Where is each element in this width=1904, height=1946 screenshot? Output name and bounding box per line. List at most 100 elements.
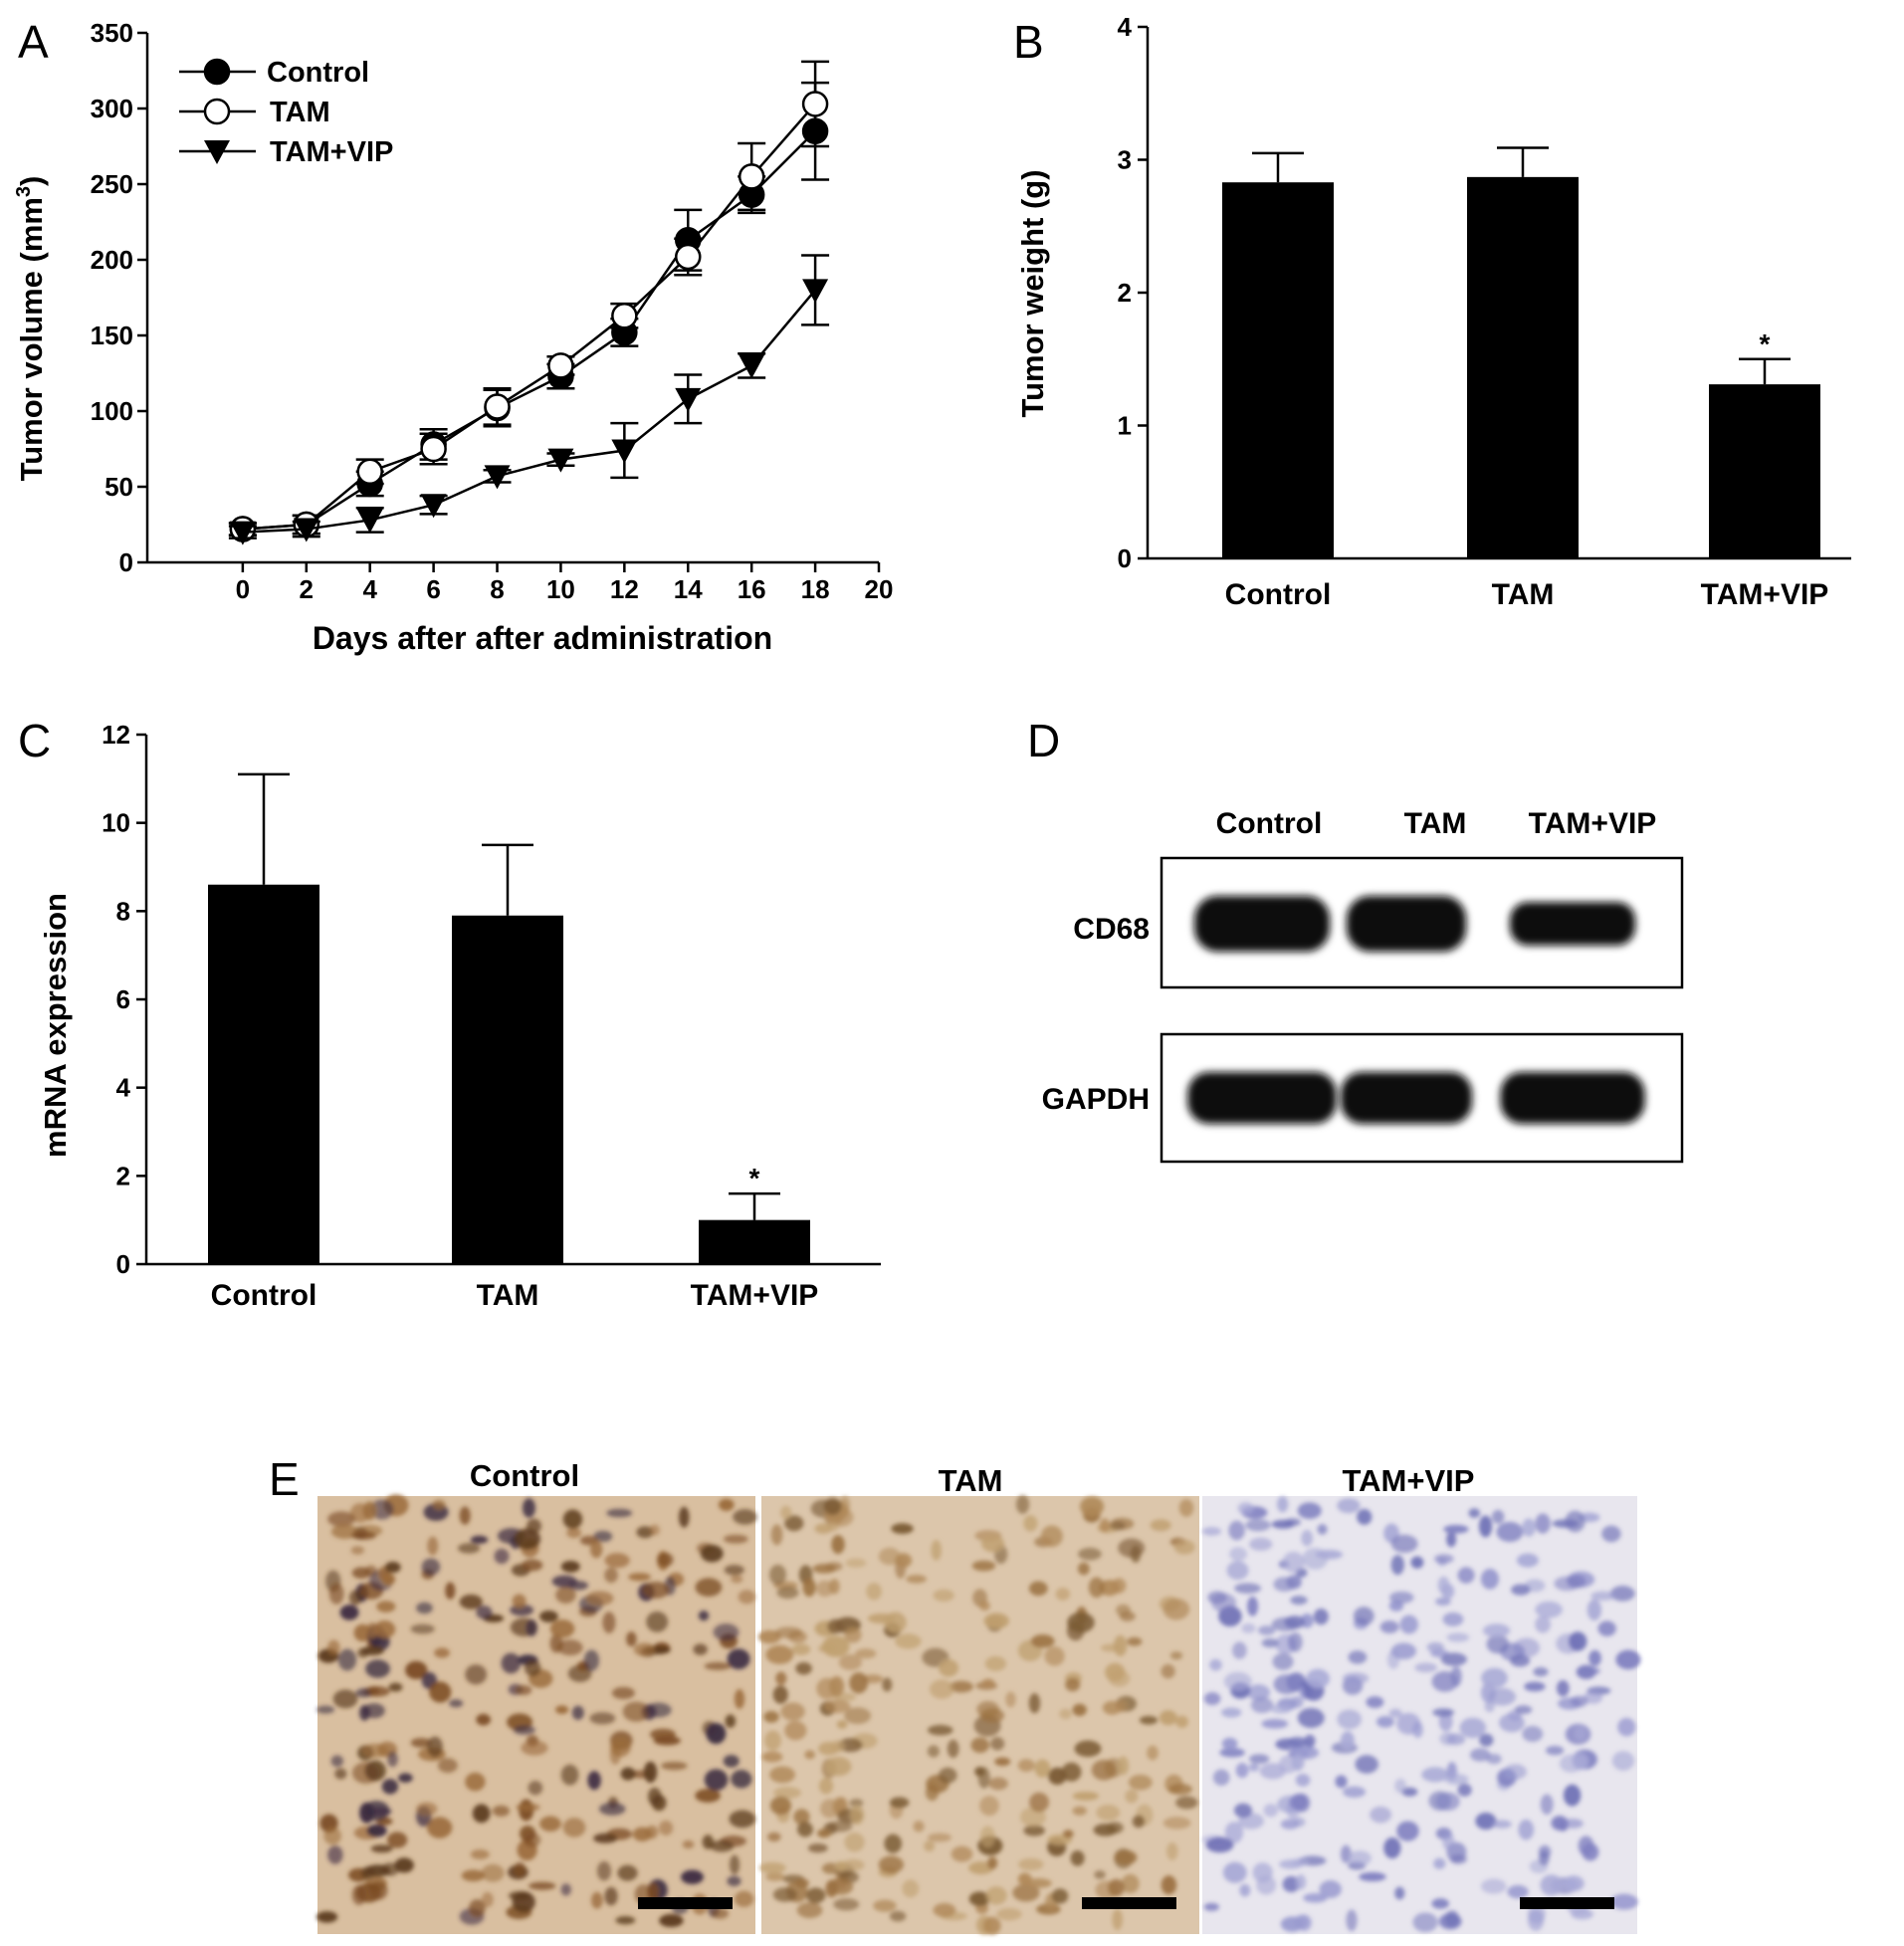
ihc-cell: [587, 1771, 601, 1791]
ihc-cell: [1569, 1631, 1587, 1651]
ihc-cell: [987, 1856, 998, 1869]
chart-a-y-label-close: ): [14, 176, 49, 186]
ihc-cell: [929, 1679, 954, 1699]
ihc-cell: [369, 1499, 394, 1520]
ihc-cell: [1348, 1850, 1372, 1866]
ihc-cell: [704, 1769, 729, 1791]
ihc-cell: [1491, 1509, 1505, 1524]
ihc-cell: [1457, 1783, 1472, 1797]
ihc-cell: [1563, 1875, 1585, 1892]
ihc-cell: [938, 1767, 957, 1784]
ihc-cell: [1284, 1518, 1301, 1527]
ihc-cell: [1044, 1646, 1065, 1666]
ihc-cell: [791, 1643, 811, 1655]
ihc-cell: [1235, 1763, 1249, 1779]
ihc-cell: [723, 1534, 748, 1544]
ihc-cell: [355, 1688, 373, 1698]
chart-a-y-tick-label: 200: [91, 245, 133, 275]
series-line: [242, 103, 817, 531]
ihc-cell: [647, 1787, 662, 1806]
data-point: [611, 302, 638, 329]
chart-b-significance-marker: *: [1760, 328, 1771, 359]
ihc-cell: [682, 1839, 695, 1849]
chart-c-y-axis-label: mRNA expression: [38, 893, 73, 1158]
series-line: [242, 289, 817, 534]
ihc-cell: [334, 1768, 347, 1780]
chart-c-marks: 0 2 4 6 8 10 12 Control TAM * TAM+VIP: [102, 720, 881, 1312]
ihc-cell: [765, 1644, 794, 1664]
ihc-cell: [1229, 1547, 1247, 1562]
chart-c-bar: [452, 915, 563, 1264]
ihc-cell: [1062, 1830, 1074, 1838]
chart-a-x-tick-label: 2: [300, 574, 314, 604]
ihc-cell: [884, 1834, 903, 1853]
ihc-cell: [560, 1764, 579, 1786]
ihc-cell: [1440, 1652, 1467, 1666]
ihc-cell: [985, 1886, 1007, 1905]
ihc-cell: [807, 1842, 828, 1853]
ihc-cell: [681, 1869, 704, 1884]
ihc-cell: [796, 1822, 813, 1838]
chart-c-y-tick-label: 8: [116, 896, 130, 926]
ihc-cell: [1077, 1562, 1090, 1576]
ihc-cell: [628, 1573, 652, 1582]
ihc-cell: [1159, 1710, 1177, 1726]
ihc-cell: [774, 1626, 803, 1638]
ihc-cell: [560, 1560, 580, 1573]
chart-b-y-axis-label: Tumor weight (g): [1015, 169, 1050, 417]
ihc-cell: [770, 1524, 783, 1546]
ihc-cell: [844, 1833, 865, 1852]
ihc-cell: [980, 1535, 1005, 1553]
ihc-cell: [1237, 1502, 1254, 1515]
ihc-cell: [555, 1705, 569, 1714]
ihc-cell: [1061, 1762, 1082, 1782]
ihc-cell: [1355, 1755, 1378, 1774]
ihc-cell: [1114, 1849, 1138, 1865]
ihc-cell: [1070, 1849, 1085, 1866]
ihc-cell: [604, 1886, 618, 1906]
ihc-cell: [633, 1642, 656, 1656]
ihc-panels: [316, 1494, 1641, 1935]
ihc-cell: [927, 1833, 952, 1842]
ihc-cell: [1059, 1708, 1072, 1720]
ihc-cell: [982, 1916, 1001, 1935]
ihc-cell: [895, 1553, 913, 1568]
ihc-cell: [421, 1558, 441, 1576]
ihc-cell: [730, 1854, 740, 1875]
chart-a-x-tick-label: 18: [801, 574, 830, 604]
ihc-cell: [1248, 1754, 1270, 1764]
ihc-cell: [516, 1803, 540, 1812]
ihc-cell: [1337, 1498, 1361, 1514]
ihc-cell: [1443, 1524, 1469, 1534]
ihc-cell: [1099, 1518, 1111, 1533]
ihc-cell: [1205, 1837, 1234, 1853]
ihc-cell: [1572, 1752, 1589, 1771]
ihc-cell: [434, 1647, 450, 1658]
ihc-cell: [758, 1861, 786, 1874]
ihc-cell: [889, 1797, 910, 1809]
chart-a-y-tick-label: 150: [91, 321, 133, 350]
ihc-cell: [416, 1802, 438, 1817]
ihc-cell: [327, 1639, 340, 1655]
ihc-cell: [1228, 1520, 1245, 1541]
ihc-cell: [593, 1833, 618, 1843]
ihc-cell: [723, 1754, 740, 1768]
ihc-cell: [1399, 1615, 1418, 1634]
chart-a-x-tick-label: 4: [362, 574, 377, 604]
chart-a-x-tick-label: 16: [738, 574, 766, 604]
ihc-cell: [539, 1816, 561, 1832]
ihc-cell: [768, 1564, 787, 1586]
ihc-cell: [1584, 1690, 1603, 1704]
ihc-cell: [1540, 1794, 1554, 1816]
ihc-cell: [339, 1605, 359, 1621]
ihc-cell: [994, 1757, 1011, 1767]
ihc-cell: [695, 1578, 723, 1597]
ihc-cell: [1507, 1884, 1529, 1899]
ihc-cell: [465, 1772, 486, 1792]
chart-a-x-axis-label: Days after after administration: [313, 620, 772, 656]
ihc-cell: [734, 1890, 754, 1907]
ihc-cell: [769, 1796, 792, 1816]
ihc-cell: [405, 1660, 428, 1680]
ihc-cell: [650, 1728, 676, 1741]
